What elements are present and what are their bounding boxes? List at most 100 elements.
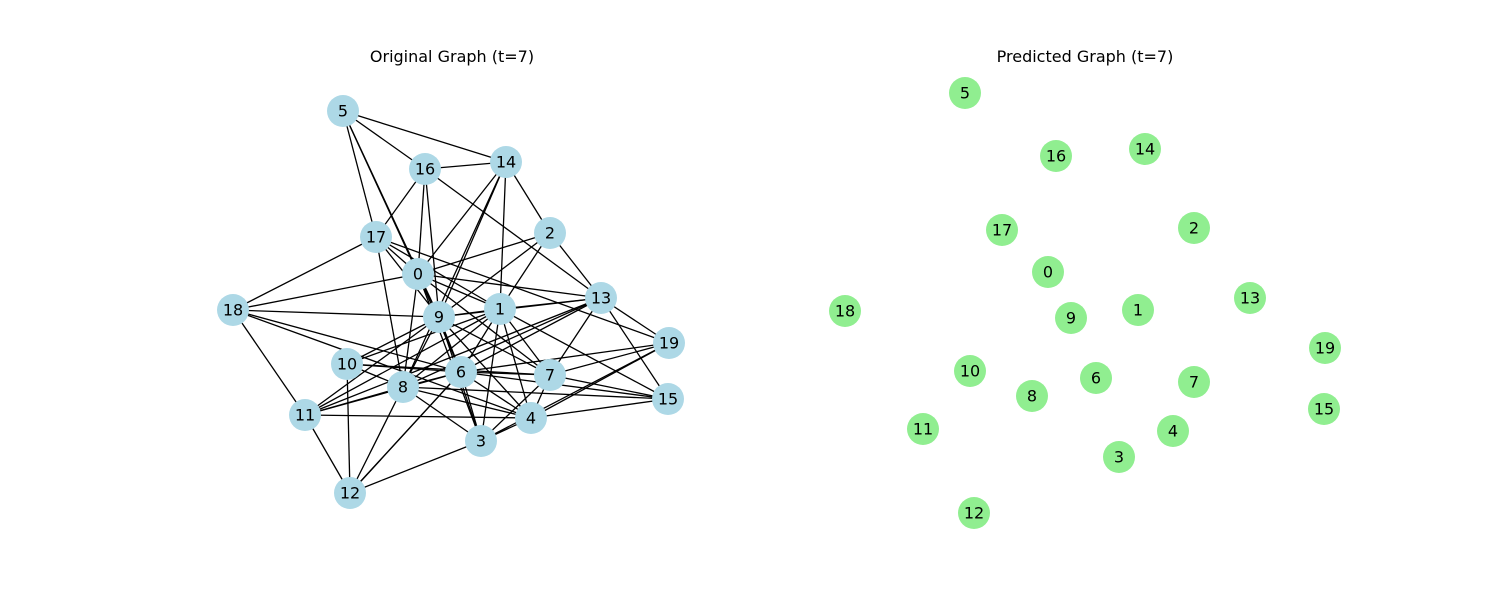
node-6: 6 [1080,362,1112,394]
node-12: 12 [334,477,366,509]
node-3: 3 [1103,441,1135,473]
node-circle [652,383,684,415]
edge-19-6 [460,342,670,373]
node-6: 6 [445,356,477,388]
edge-6-11 [304,371,462,416]
node-5: 5 [949,77,981,109]
edge-16-9 [424,168,440,318]
node-8: 8 [387,371,419,403]
node-label: 15 [1314,400,1334,419]
node-label: 18 [223,301,243,320]
edge-0-13 [417,273,602,299]
node-label: 5 [338,102,348,121]
node-circle [490,146,522,178]
node-circle [387,371,419,403]
node-circle [331,348,363,380]
node-7: 7 [534,359,566,391]
node-label: 16 [1046,147,1066,166]
node-1: 1 [484,293,516,325]
edge-18-6 [232,309,462,373]
node-label: 15 [658,390,678,409]
edge-8-15 [402,386,669,400]
edge-2-9 [438,232,551,318]
node-label: 13 [1240,289,1260,308]
node-4: 4 [515,402,547,434]
node-label: 0 [413,265,423,284]
node-label: 10 [337,355,357,374]
node-label: 1 [495,300,505,319]
edge-13-6 [460,297,602,373]
node-circle [1178,212,1210,244]
node-19: 19 [1309,332,1341,364]
edge-14-0 [417,161,507,275]
edge-16-13 [424,168,602,299]
node-label: 4 [1168,422,1178,441]
node-circle [423,301,455,333]
edge-8-12 [349,386,404,494]
node-18: 18 [217,294,249,326]
edge-1-10 [346,308,501,365]
node-13: 13 [585,282,617,314]
node-0: 0 [1032,256,1064,288]
original-graph-title: Original Graph (t=7) [369,47,535,66]
node-11: 11 [289,399,321,431]
edge-18-11 [232,309,306,416]
edge-1-13 [499,297,602,310]
node-circle [1080,362,1112,394]
node-circle [1122,294,1154,326]
node-label: 11 [913,420,933,439]
node-label: 2 [545,224,555,243]
node-4: 4 [1157,415,1189,447]
node-2: 2 [1178,212,1210,244]
node-circle [327,95,359,127]
node-2: 2 [534,217,566,249]
edge-13-15 [600,297,669,400]
node-circle [289,399,321,431]
node-5: 5 [327,95,359,127]
node-label: 3 [1114,448,1124,467]
node-circle [515,402,547,434]
node-label: 0 [1043,263,1053,282]
edge-7-15 [549,374,669,400]
node-label: 7 [545,366,555,385]
node-label: 6 [1091,369,1101,388]
node-label: 9 [1066,309,1076,328]
node-circle [907,413,939,445]
edge-10-12 [346,363,351,494]
node-circle [360,221,392,253]
node-label: 14 [1135,140,1155,159]
node-16: 16 [1040,140,1072,172]
node-12: 12 [958,497,990,529]
node-label: 2 [1189,219,1199,238]
node-label: 3 [476,432,486,451]
node-0: 0 [402,258,434,290]
node-label: 19 [659,334,679,353]
node-label: 12 [964,504,984,523]
node-circle [1309,332,1341,364]
edge-13-8 [402,297,602,388]
node-15: 15 [652,383,684,415]
node-label: 17 [992,221,1012,240]
original-graph-panel: Original Graph (t=7) 0 1 2 3 4 5 6 7 8 9 10 11 12 13 1… [217,47,685,509]
node-circle [653,327,685,359]
node-circle [1308,393,1340,425]
node-9: 9 [1055,302,1087,334]
node-circle [585,282,617,314]
node-17: 17 [360,221,392,253]
edge-5-17 [342,110,377,238]
edge-1-3 [480,308,501,442]
node-18: 18 [829,295,861,327]
node-circle [534,217,566,249]
edge-18-9 [232,309,440,318]
node-label: 8 [1027,387,1037,406]
edge-3-12 [349,440,482,494]
edge-1-8 [402,308,501,388]
edge-16-0 [417,168,426,275]
edge-14-8 [402,161,507,388]
node-circle [1157,415,1189,447]
node-1: 1 [1122,294,1154,326]
edge-17-1 [375,236,501,310]
node-circle [402,258,434,290]
